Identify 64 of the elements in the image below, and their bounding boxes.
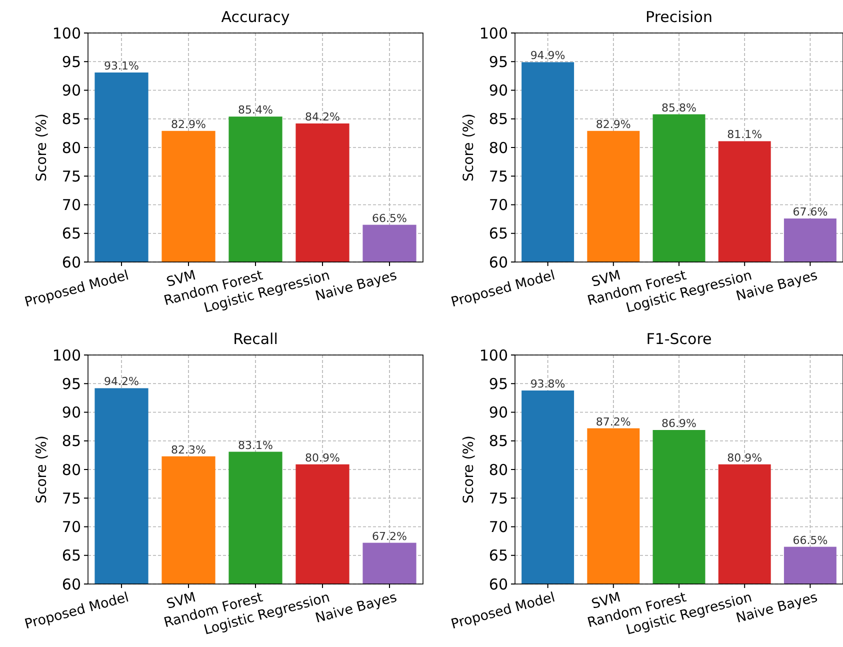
y-tick-label: 80 bbox=[62, 460, 81, 479]
y-axis-title: Score (%) bbox=[461, 114, 477, 182]
y-tick-label: 60 bbox=[488, 253, 508, 272]
chart-title: Recall bbox=[233, 330, 278, 348]
y-tick-label: 100 bbox=[52, 24, 81, 42]
data-label: 67.6% bbox=[792, 205, 828, 218]
y-tick-label: 100 bbox=[479, 24, 508, 42]
y-tick-label: 90 bbox=[62, 404, 81, 422]
y-tick-label: 80 bbox=[62, 138, 81, 157]
data-label: 94.9% bbox=[530, 49, 566, 62]
y-tick-label: 85 bbox=[488, 110, 508, 128]
y-tick-label: 100 bbox=[52, 346, 81, 364]
y-tick-label: 60 bbox=[488, 575, 508, 594]
y-tick-label: 65 bbox=[62, 224, 81, 243]
y-tick-label: 95 bbox=[488, 52, 508, 71]
data-label: 80.9% bbox=[727, 451, 762, 464]
y-tick-label: 65 bbox=[488, 224, 508, 243]
chart-title: Accuracy bbox=[221, 8, 290, 26]
y-tick-label: 100 bbox=[479, 346, 508, 364]
y-tick-label: 95 bbox=[488, 374, 508, 393]
data-label: 82.3% bbox=[171, 443, 206, 456]
chart-title: Precision bbox=[646, 8, 712, 26]
data-label: 66.5% bbox=[792, 534, 828, 547]
data-label: 86.9% bbox=[662, 416, 696, 430]
data-label: 84.2% bbox=[305, 110, 340, 124]
y-axis-title: Score (%) bbox=[461, 436, 477, 504]
data-label: 94.2% bbox=[104, 375, 139, 388]
data-label: 83.1% bbox=[238, 438, 273, 452]
y-tick-label: 75 bbox=[488, 167, 508, 186]
data-label: 93.1% bbox=[104, 60, 139, 73]
y-tick-label: 80 bbox=[488, 138, 508, 157]
y-tick-label: 85 bbox=[62, 110, 81, 128]
y-tick-label: 75 bbox=[62, 489, 81, 508]
y-tick-label: 90 bbox=[62, 82, 81, 100]
y-tick-label: 85 bbox=[62, 432, 81, 450]
y-tick-label: 95 bbox=[62, 52, 81, 71]
y-axis-title: Score (%) bbox=[34, 436, 50, 504]
y-tick-label: 70 bbox=[62, 518, 81, 536]
data-label: 66.5% bbox=[372, 212, 407, 225]
y-tick-label: 95 bbox=[62, 374, 81, 393]
data-label: 87.2% bbox=[596, 415, 631, 428]
data-label: 82.9% bbox=[596, 118, 631, 131]
data-label: 81.1% bbox=[727, 128, 762, 142]
y-tick-label: 60 bbox=[62, 575, 81, 594]
data-label: 85.8% bbox=[662, 101, 696, 114]
y-tick-label: 65 bbox=[62, 546, 81, 565]
y-axis-title: Score (%) bbox=[34, 114, 50, 182]
data-label: 82.9% bbox=[171, 118, 206, 131]
y-tick-label: 90 bbox=[488, 404, 508, 422]
y-tick-label: 80 bbox=[488, 460, 508, 479]
chart-title: F1-Score bbox=[646, 330, 712, 348]
data-label: 93.8% bbox=[530, 377, 566, 390]
y-tick-label: 60 bbox=[62, 253, 81, 272]
y-tick-label: 75 bbox=[488, 489, 508, 508]
y-tick-label: 65 bbox=[488, 546, 508, 565]
y-tick-label: 70 bbox=[488, 196, 508, 214]
y-tick-label: 90 bbox=[488, 82, 508, 100]
y-tick-label: 75 bbox=[62, 167, 81, 186]
y-tick-label: 70 bbox=[488, 518, 508, 536]
data-label: 67.2% bbox=[372, 530, 407, 543]
y-tick-label: 85 bbox=[488, 432, 508, 450]
data-label: 80.9% bbox=[305, 451, 340, 464]
y-tick-label: 70 bbox=[62, 196, 81, 214]
data-label: 85.4% bbox=[238, 104, 273, 117]
